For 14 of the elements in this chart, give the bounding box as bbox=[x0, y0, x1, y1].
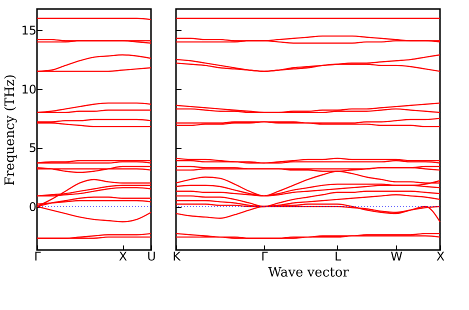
x-tick-label: X bbox=[118, 250, 128, 264]
x-tick-label: W bbox=[390, 250, 403, 264]
x-tick-label: L bbox=[334, 250, 342, 264]
x-tick-label: U bbox=[147, 250, 156, 264]
y-tick-label: 0 bbox=[28, 200, 36, 214]
y-axis-title: Frequency (THz) bbox=[3, 74, 18, 186]
x-tick-label: X bbox=[436, 250, 445, 264]
y-tick-label: 5 bbox=[28, 141, 36, 156]
y-tick-label: 15 bbox=[21, 24, 36, 38]
x-tick-label: Γ bbox=[34, 250, 42, 264]
x-tick-label: K bbox=[172, 250, 182, 264]
y-tick-label: 10 bbox=[21, 82, 36, 96]
x-axis-title: Wave vector bbox=[268, 266, 350, 280]
x-tick-label: Γ bbox=[261, 250, 268, 264]
